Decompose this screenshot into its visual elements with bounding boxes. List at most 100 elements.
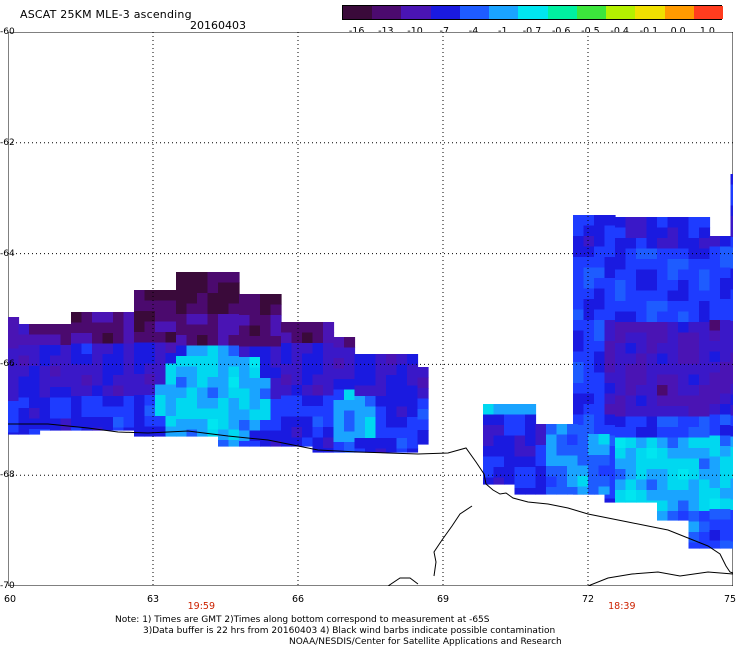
wind-pixel [657, 322, 669, 334]
wind-pixel [260, 420, 272, 432]
map-panel[interactable] [8, 32, 733, 586]
wind-pixel [678, 311, 690, 323]
wind-pixel [667, 427, 679, 439]
wind-pixel [113, 364, 125, 376]
wind-pixel [134, 384, 146, 396]
wind-pixel [218, 272, 230, 284]
wind-pixel [186, 356, 198, 368]
wind-pixel [636, 374, 648, 386]
wind-pixel [615, 500, 627, 503]
wind-pixel [270, 294, 282, 306]
wind-pixel [594, 393, 606, 405]
wind-pixel [493, 456, 505, 468]
wind-pixel [71, 354, 83, 366]
wind-pixel [386, 385, 398, 397]
wind-pixel [197, 282, 209, 294]
wind-pixel [625, 458, 637, 470]
wind-pixel [386, 427, 398, 439]
wind-pixel [625, 248, 637, 260]
wind-pixel [228, 324, 240, 336]
colorbar-segment [693, 6, 724, 19]
wind-pixel [720, 456, 732, 468]
wind-pixel [144, 374, 156, 386]
wind-pixel [344, 379, 356, 391]
wind-pixel [667, 416, 679, 428]
wind-pixel [646, 406, 658, 418]
wind-pixel [71, 343, 83, 355]
wind-pixel [344, 431, 356, 443]
wind-pixel [657, 374, 669, 386]
wind-pixel [525, 467, 537, 479]
wind-pixel [667, 238, 679, 250]
wind-pixel [60, 355, 72, 367]
wind-pixel [483, 477, 495, 485]
wind-pixel [583, 425, 595, 437]
wind-pixel [186, 335, 198, 347]
wind-pixel [657, 269, 669, 281]
wind-pixel [594, 299, 606, 311]
wind-pixel [583, 362, 595, 374]
wind-pixel [8, 348, 20, 360]
wind-pixel [50, 355, 62, 367]
wind-pixel [92, 375, 104, 387]
wind-pixel [333, 431, 345, 443]
wind-pixel [636, 238, 648, 250]
wind-pixel [407, 427, 419, 439]
wind-pixel [678, 280, 690, 292]
wind-pixel [709, 257, 721, 269]
wind-pixel [71, 427, 83, 431]
wind-pixel [407, 375, 419, 387]
wind-pixel [123, 312, 135, 324]
wind-pixel [176, 345, 188, 357]
wind-pixel [657, 290, 669, 302]
wind-pixel [504, 425, 516, 437]
wind-pixel [228, 345, 240, 357]
wind-pixel [165, 311, 177, 323]
wind-pixel [709, 509, 721, 521]
wind-pixel [604, 467, 616, 479]
wind-pixel [546, 445, 558, 457]
wind-pixel [60, 345, 72, 357]
wind-pixel [483, 404, 495, 416]
wind-pixel [18, 324, 30, 336]
wind-pixel [165, 332, 177, 344]
wind-pixel [583, 299, 595, 311]
wind-pixel [573, 215, 585, 227]
wind-pixel [657, 227, 669, 239]
wind-pixel [615, 427, 627, 439]
wind-pixel [197, 419, 209, 431]
wind-pixel [155, 321, 167, 333]
wind-pixel [588, 444, 600, 456]
wind-pixel [636, 490, 648, 502]
wind-pixel [176, 335, 188, 347]
wind-pixel [344, 400, 356, 412]
wind-pixel [228, 408, 240, 420]
wind-pixel [720, 299, 732, 311]
wind-pixel [197, 272, 209, 284]
wind-pixel [709, 341, 721, 353]
wind-pixel [615, 490, 627, 502]
wind-pixel [197, 366, 209, 378]
wind-pixel [625, 259, 637, 271]
wind-pixel [60, 334, 72, 346]
wind-pixel [260, 409, 272, 421]
wind-pixel [333, 410, 345, 422]
wind-pixel [646, 311, 658, 323]
wind-pixel [186, 419, 198, 431]
wind-pixel [504, 456, 516, 468]
wind-pixel [709, 414, 721, 426]
wind-pixel [39, 334, 51, 346]
wind-pixel [81, 343, 93, 355]
wind-pixel [699, 238, 711, 250]
wind-pixel [598, 434, 610, 446]
wind-pixel [417, 367, 429, 379]
wind-pixel [228, 366, 240, 378]
wind-pixel [615, 259, 627, 271]
wind-pixel [102, 333, 114, 345]
wind-pixel [71, 322, 83, 334]
wind-pixel [646, 395, 658, 407]
wind-pixel [218, 356, 230, 368]
wind-pixel [396, 375, 408, 387]
wind-pixel [270, 430, 282, 442]
wind-pixel [71, 406, 83, 418]
